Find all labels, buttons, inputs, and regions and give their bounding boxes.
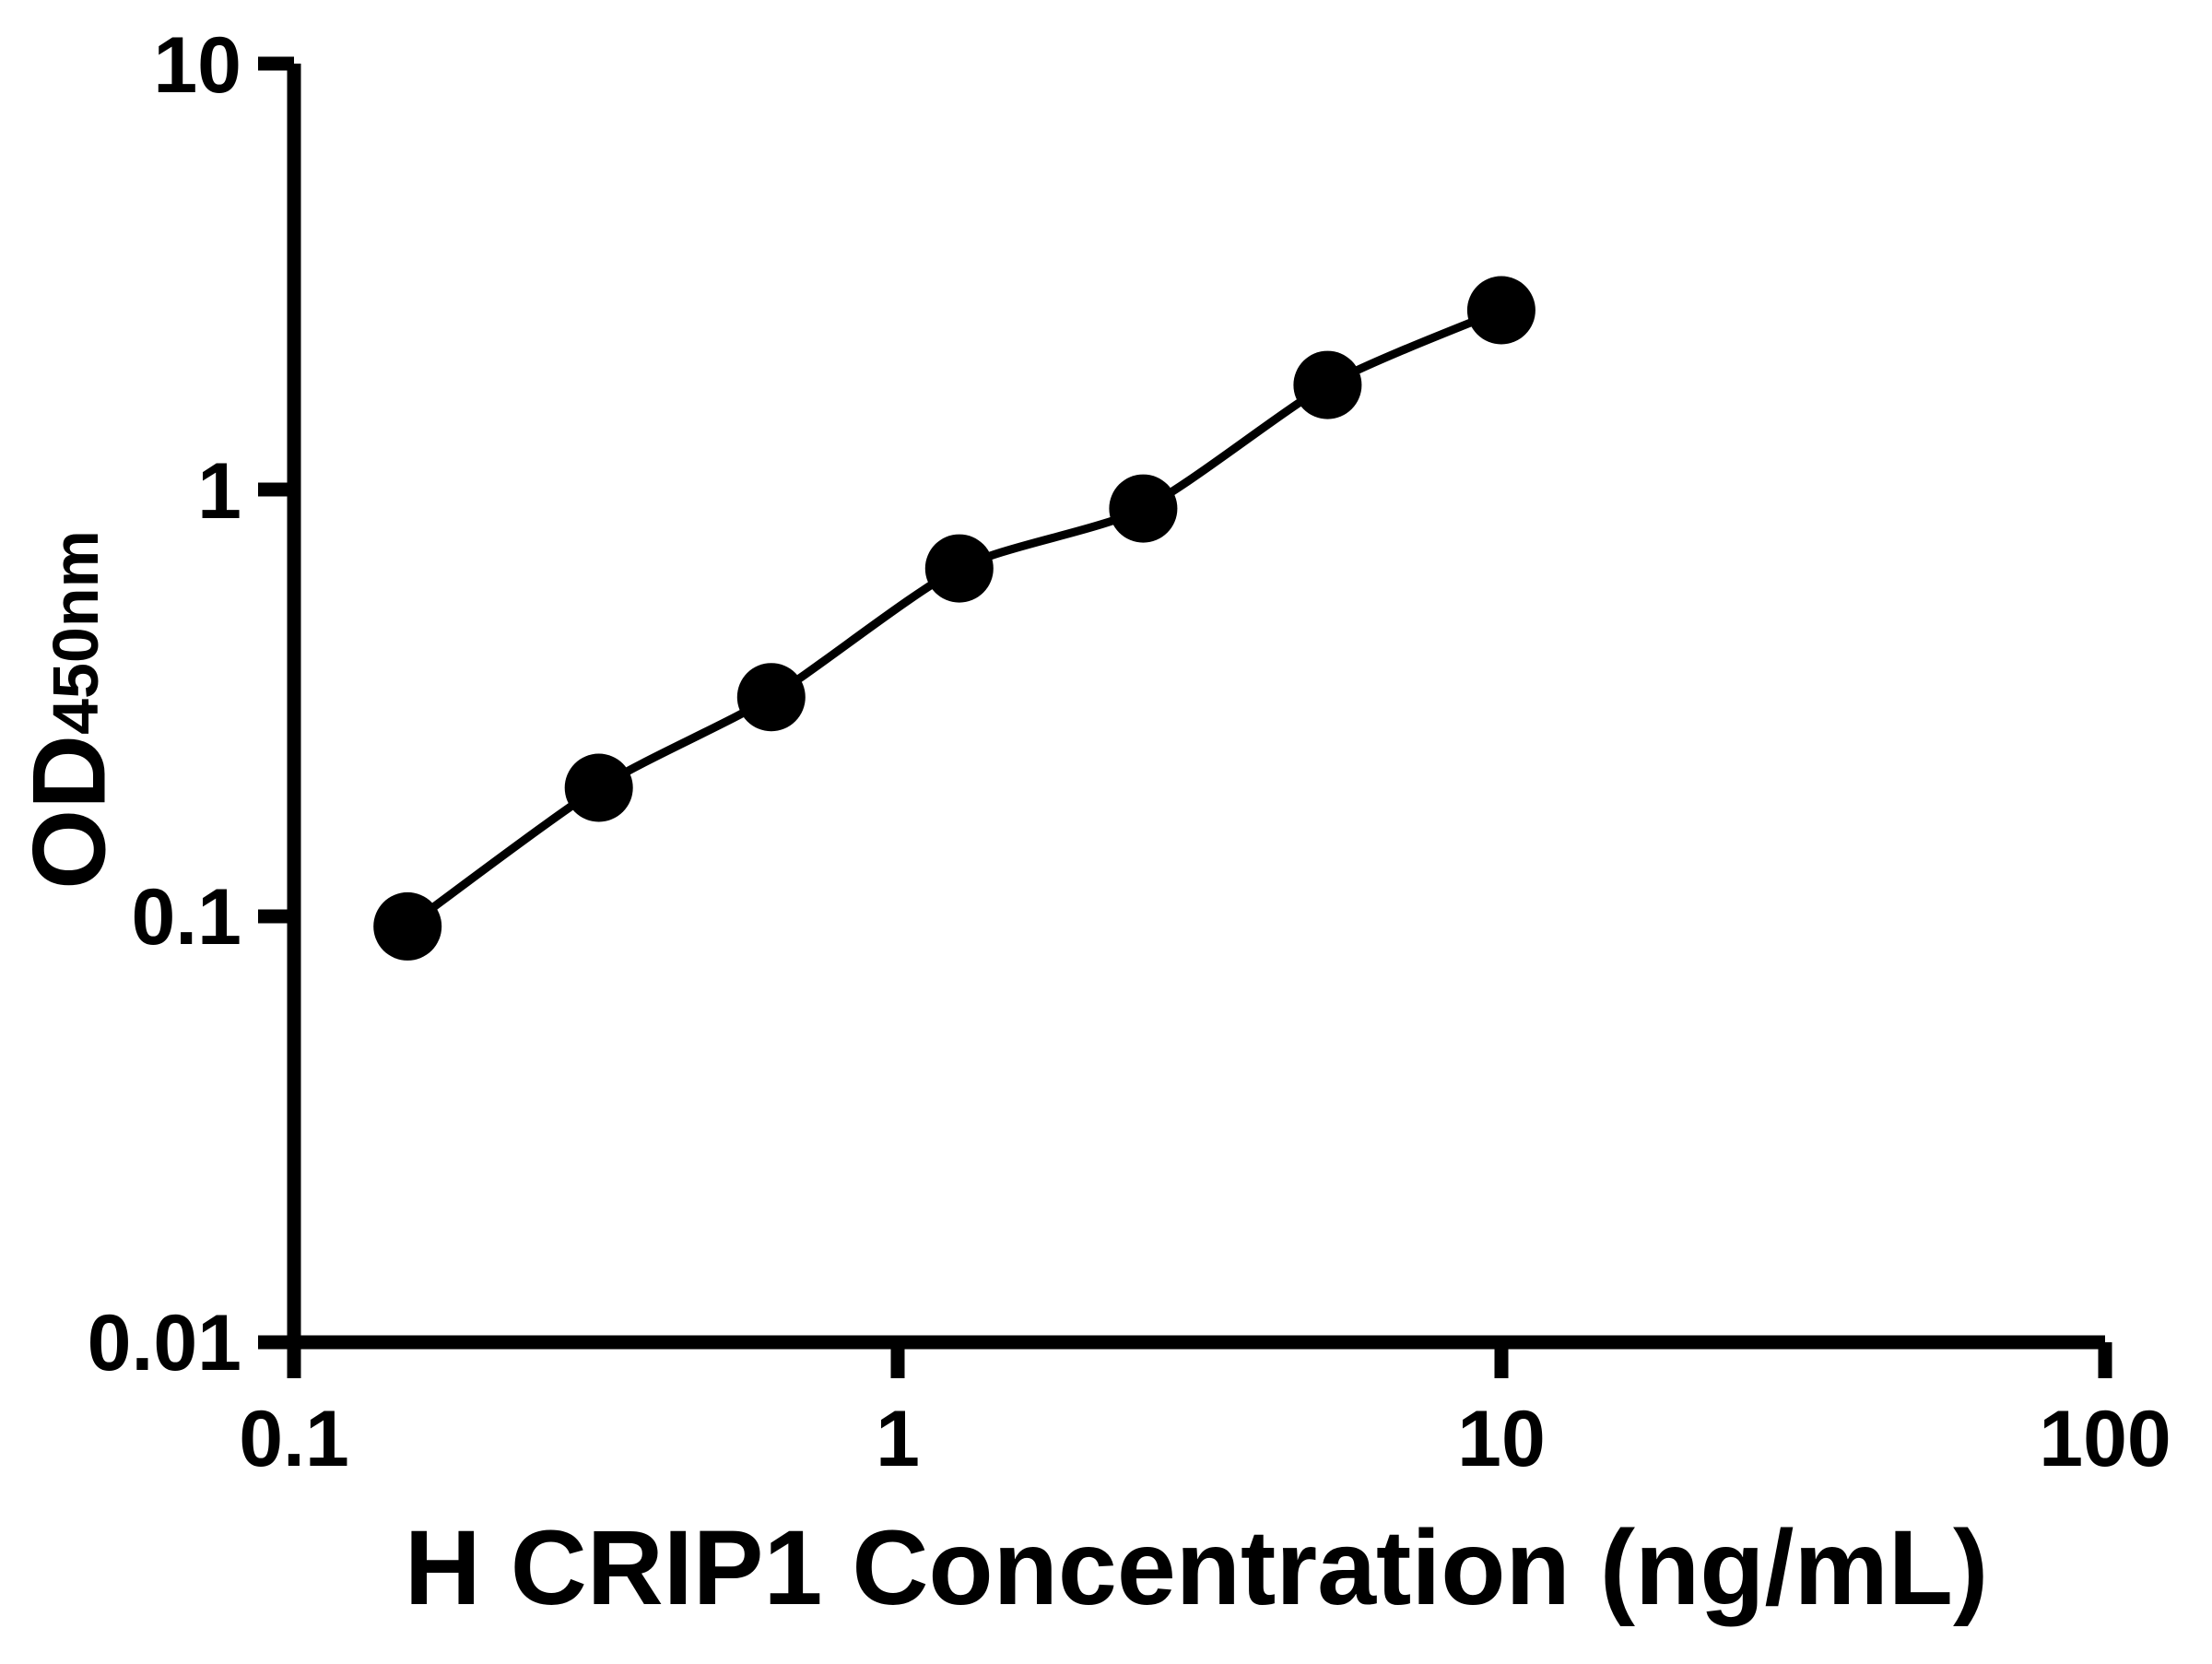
svg-text:10: 10 — [1457, 1395, 1546, 1483]
svg-text:100: 100 — [2039, 1395, 2171, 1483]
svg-text:H CRIP1 Concentration (ng/mL): H CRIP1 Concentration (ng/mL) — [405, 1509, 1989, 1627]
svg-text:OD450nm: OD450nm — [12, 530, 127, 890]
svg-text:10: 10 — [153, 21, 241, 110]
svg-text:1: 1 — [197, 447, 241, 536]
svg-text:1: 1 — [876, 1395, 920, 1483]
svg-text:0.1: 0.1 — [131, 873, 241, 962]
svg-text:0.1: 0.1 — [239, 1395, 349, 1483]
svg-text:0.01: 0.01 — [88, 1299, 241, 1387]
